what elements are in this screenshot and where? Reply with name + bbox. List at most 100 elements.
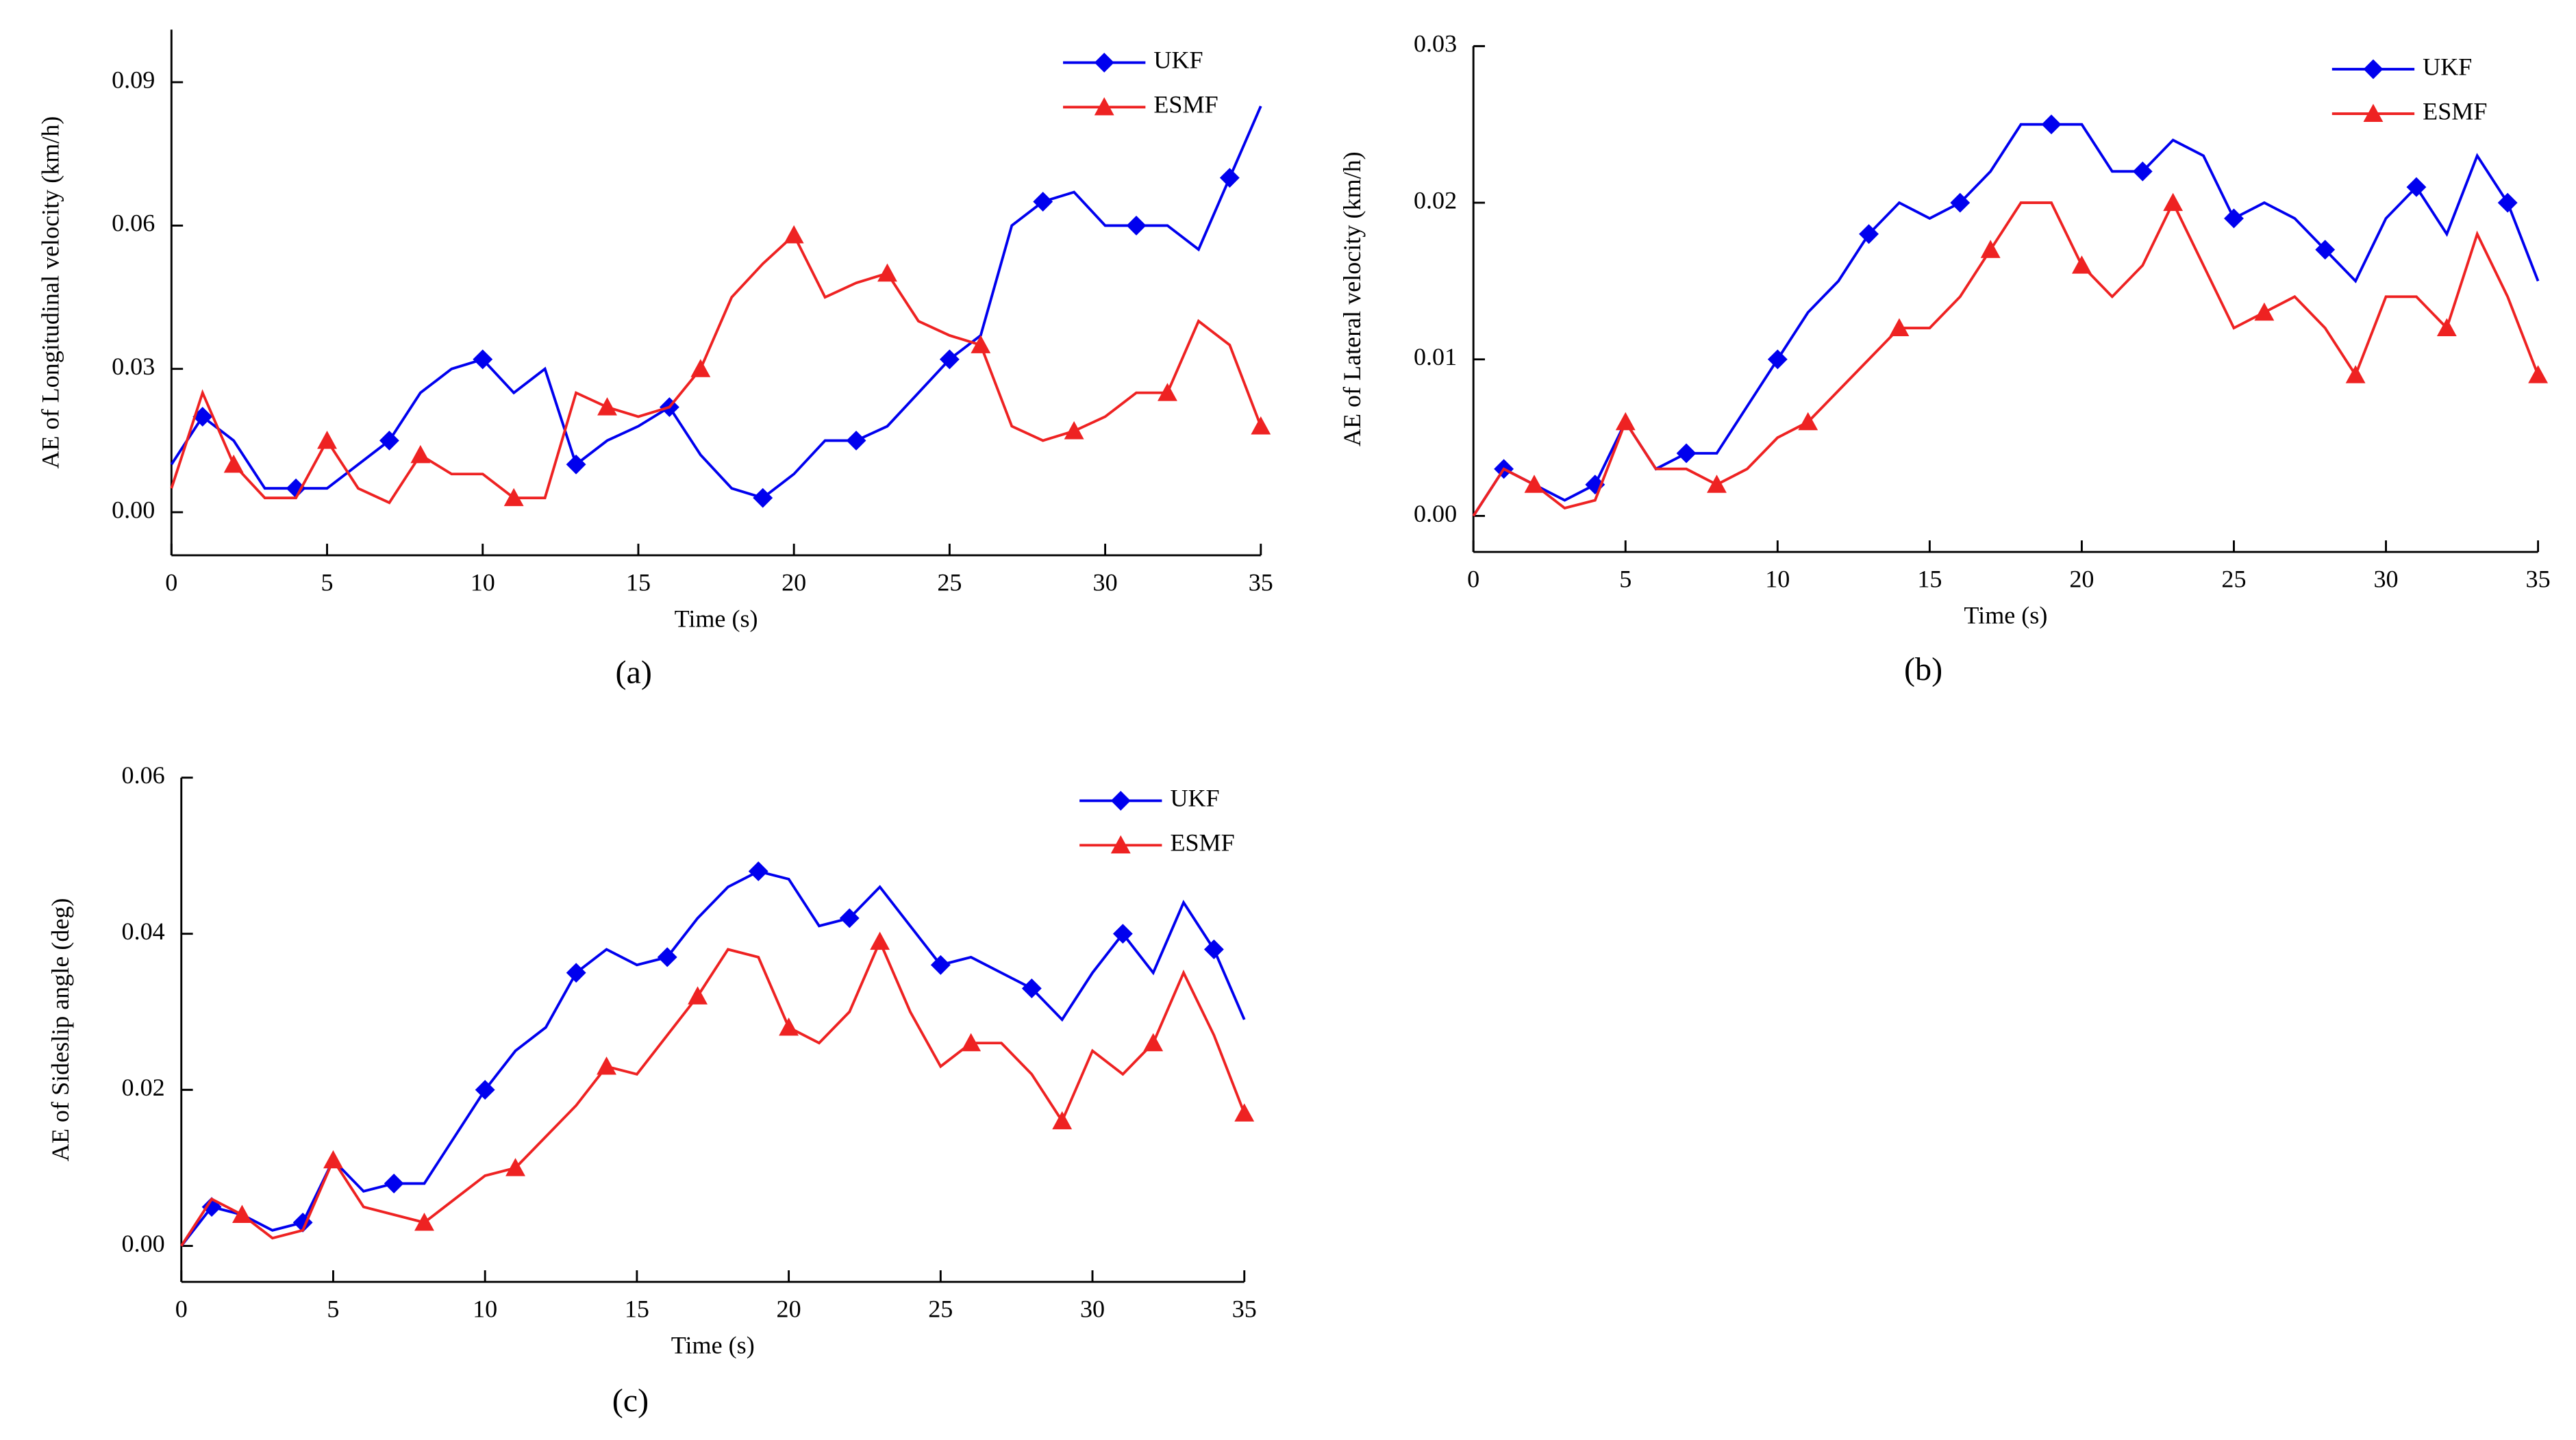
x-tick-label: 15 — [1917, 566, 1942, 593]
series-line — [170, 233, 1262, 505]
marker — [2345, 365, 2366, 383]
x-tick-label: 30 — [2373, 566, 2398, 593]
legend-label: UKF — [2423, 53, 2472, 80]
marker — [971, 335, 991, 353]
series-line — [180, 870, 1246, 1247]
x-axis-label: Time (s) — [675, 605, 758, 632]
x-tick-label: 15 — [626, 568, 651, 596]
marker — [690, 359, 711, 377]
x-tick-label: 35 — [1249, 568, 1273, 596]
y-tick-label: 0.06 — [112, 210, 155, 237]
x-tick-label: 35 — [1232, 1296, 1257, 1323]
marker — [2071, 255, 2092, 274]
marker — [839, 908, 860, 929]
marker — [1615, 412, 1636, 431]
marker — [1707, 475, 1727, 493]
x-tick-label: 35 — [2526, 566, 2551, 593]
marker — [1126, 215, 1147, 236]
marker — [1524, 475, 1545, 493]
legend-marker — [1094, 52, 1114, 73]
marker — [870, 931, 890, 950]
marker — [414, 1212, 434, 1231]
legend-label: ESMF — [1153, 91, 1218, 118]
y-tick-label: 0.04 — [122, 918, 165, 945]
marker — [1203, 939, 1224, 959]
x-axis-label: Time (s) — [1964, 602, 2047, 629]
x-tick-label: 10 — [471, 568, 495, 596]
x-tick-label: 10 — [1765, 566, 1790, 593]
marker — [223, 454, 244, 473]
y-tick-label: 0.00 — [122, 1230, 165, 1257]
y-tick-label: 0.00 — [112, 496, 155, 523]
y-tick-label: 0.02 — [1414, 186, 1457, 214]
marker — [1767, 349, 1788, 370]
series-line — [1472, 199, 2540, 517]
panel-label: (c) — [612, 1382, 649, 1419]
x-tick-label: 25 — [937, 568, 962, 596]
marker — [1889, 318, 1910, 337]
legend-marker — [2363, 103, 2384, 123]
marker — [784, 225, 804, 244]
marker — [503, 488, 524, 507]
marker — [1859, 224, 1879, 244]
marker — [2528, 365, 2549, 383]
x-tick-label: 0 — [1467, 566, 1479, 593]
x-tick-label: 5 — [327, 1296, 339, 1323]
x-tick-label: 30 — [1080, 1296, 1105, 1323]
y-tick-label: 0.03 — [1414, 30, 1457, 58]
legend-marker — [2363, 59, 2384, 79]
y-axis-label: AE of Longitudinal velocity (km/h) — [36, 116, 64, 469]
x-tick-label: 5 — [321, 568, 334, 596]
marker — [2224, 208, 2244, 229]
x-tick-label: 30 — [1093, 568, 1118, 596]
marker — [2163, 192, 2184, 212]
marker — [961, 1033, 981, 1052]
x-tick-label: 20 — [2069, 566, 2094, 593]
marker — [2041, 114, 2062, 135]
marker — [2406, 177, 2427, 197]
marker — [2132, 161, 2153, 181]
marker — [1033, 192, 1053, 212]
marker — [748, 861, 768, 881]
y-tick-label: 0.02 — [122, 1074, 165, 1101]
x-axis-label: Time (s) — [671, 1332, 755, 1359]
marker — [379, 430, 399, 451]
x-tick-label: 15 — [625, 1296, 649, 1323]
panel-label: (a) — [616, 655, 652, 691]
x-tick-label: 25 — [2221, 566, 2246, 593]
series-line — [170, 105, 1262, 500]
legend-label: ESMF — [1170, 829, 1234, 857]
y-tick-label: 0.01 — [1414, 343, 1457, 370]
marker — [2497, 192, 2518, 213]
x-tick-label: 10 — [473, 1296, 497, 1323]
marker — [286, 478, 306, 498]
panel-label: (b) — [1904, 651, 1942, 687]
marker — [323, 1150, 343, 1169]
y-axis-label: AE of Sideslip angle (deg) — [47, 898, 74, 1161]
y-tick-label: 0.09 — [112, 66, 155, 93]
marker — [688, 986, 708, 1005]
y-axis-label: AE of Lateral velocity (km/h) — [1338, 151, 1366, 446]
marker — [2436, 318, 2457, 337]
marker — [232, 1204, 252, 1224]
marker — [2315, 240, 2336, 260]
marker — [597, 397, 617, 416]
x-tick-label: 25 — [928, 1296, 953, 1323]
marker — [1798, 412, 1818, 431]
marker — [505, 1158, 525, 1176]
legend-marker — [1094, 97, 1114, 116]
marker — [2254, 302, 2275, 321]
legend-label: UKF — [1153, 47, 1203, 74]
x-tick-label: 5 — [1619, 566, 1631, 593]
y-tick-label: 0.06 — [122, 761, 165, 789]
marker — [1980, 240, 2001, 258]
marker — [1052, 1111, 1073, 1130]
marker — [1064, 421, 1084, 440]
marker — [1251, 416, 1271, 435]
marker — [1219, 168, 1240, 188]
marker — [1950, 192, 1971, 213]
series-line — [1472, 123, 2540, 517]
x-tick-label: 20 — [777, 1296, 801, 1323]
